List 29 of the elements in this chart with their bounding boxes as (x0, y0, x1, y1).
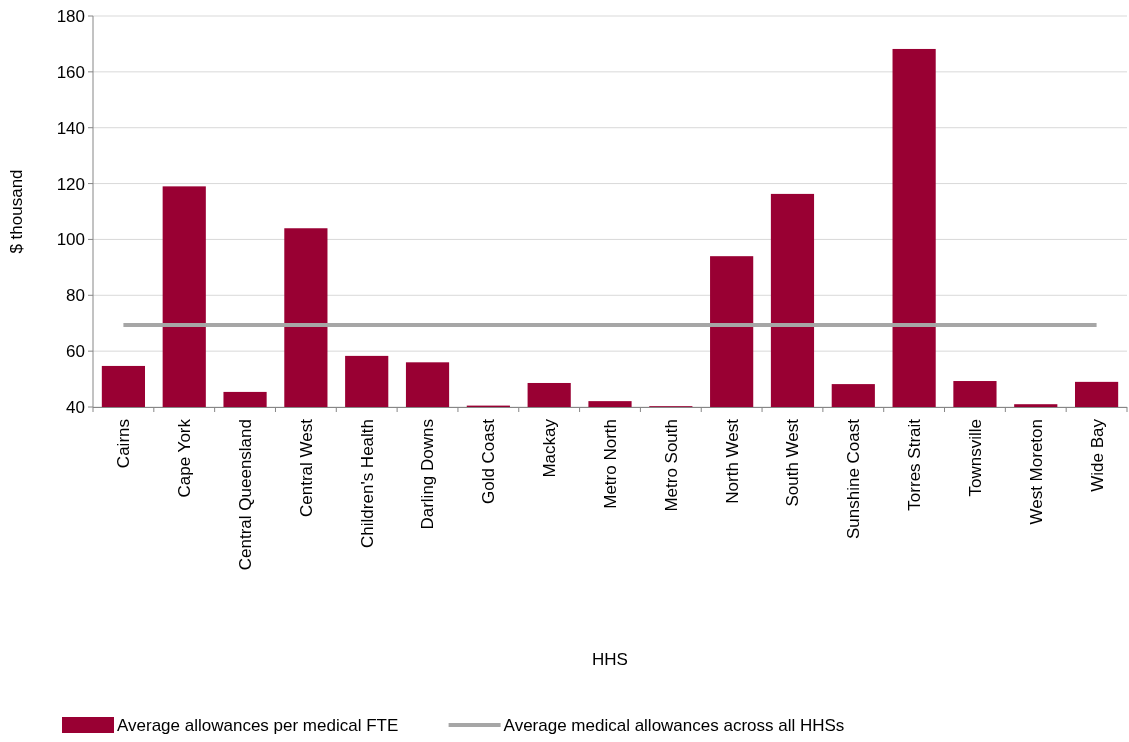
x-tick-label: Mackay (540, 418, 560, 478)
x-tick-label: Sunshine Coast (844, 418, 864, 540)
x-tick-label: West Moreton (1026, 419, 1046, 525)
x-tick-label: Torres Strait (905, 418, 925, 511)
x-tick-label: Cape York (175, 418, 195, 498)
x-tick-label: Cairns (114, 419, 134, 469)
x-tick-label: Wide Bay (1087, 418, 1107, 492)
x-tick-label: Children's Health (357, 419, 377, 548)
x-tick-label: Central West (296, 418, 316, 517)
y-tick-label: 40 (66, 397, 85, 417)
y-tick-label: 80 (66, 286, 85, 306)
y-tick-label: 140 (56, 118, 85, 138)
y-tick-label: 180 (56, 6, 85, 26)
x-tick-label: Gold Coast (479, 418, 499, 505)
x-tick-label: Townsville (965, 419, 985, 497)
legend-label: Average medical allowances across all HHSs (503, 715, 845, 735)
y-tick-label: 160 (56, 62, 85, 82)
y-tick-label: 120 (56, 174, 85, 194)
legend-label: Average allowances per medical FTE (117, 715, 399, 735)
x-tick-label: Metro South (661, 419, 681, 512)
x-tick-label: Darling Downs (418, 419, 438, 530)
y-tick-label: 100 (56, 230, 85, 250)
x-tick-label: South West (783, 418, 803, 507)
y-tick-label: 60 (66, 342, 85, 362)
x-tick-label: North West (722, 418, 742, 504)
x-tick-label: Central Queensland (236, 419, 256, 571)
x-tick-label: Metro North (600, 419, 620, 509)
y-axis-title: $ thousand (7, 169, 26, 254)
x-axis-title: HHS (592, 650, 628, 669)
